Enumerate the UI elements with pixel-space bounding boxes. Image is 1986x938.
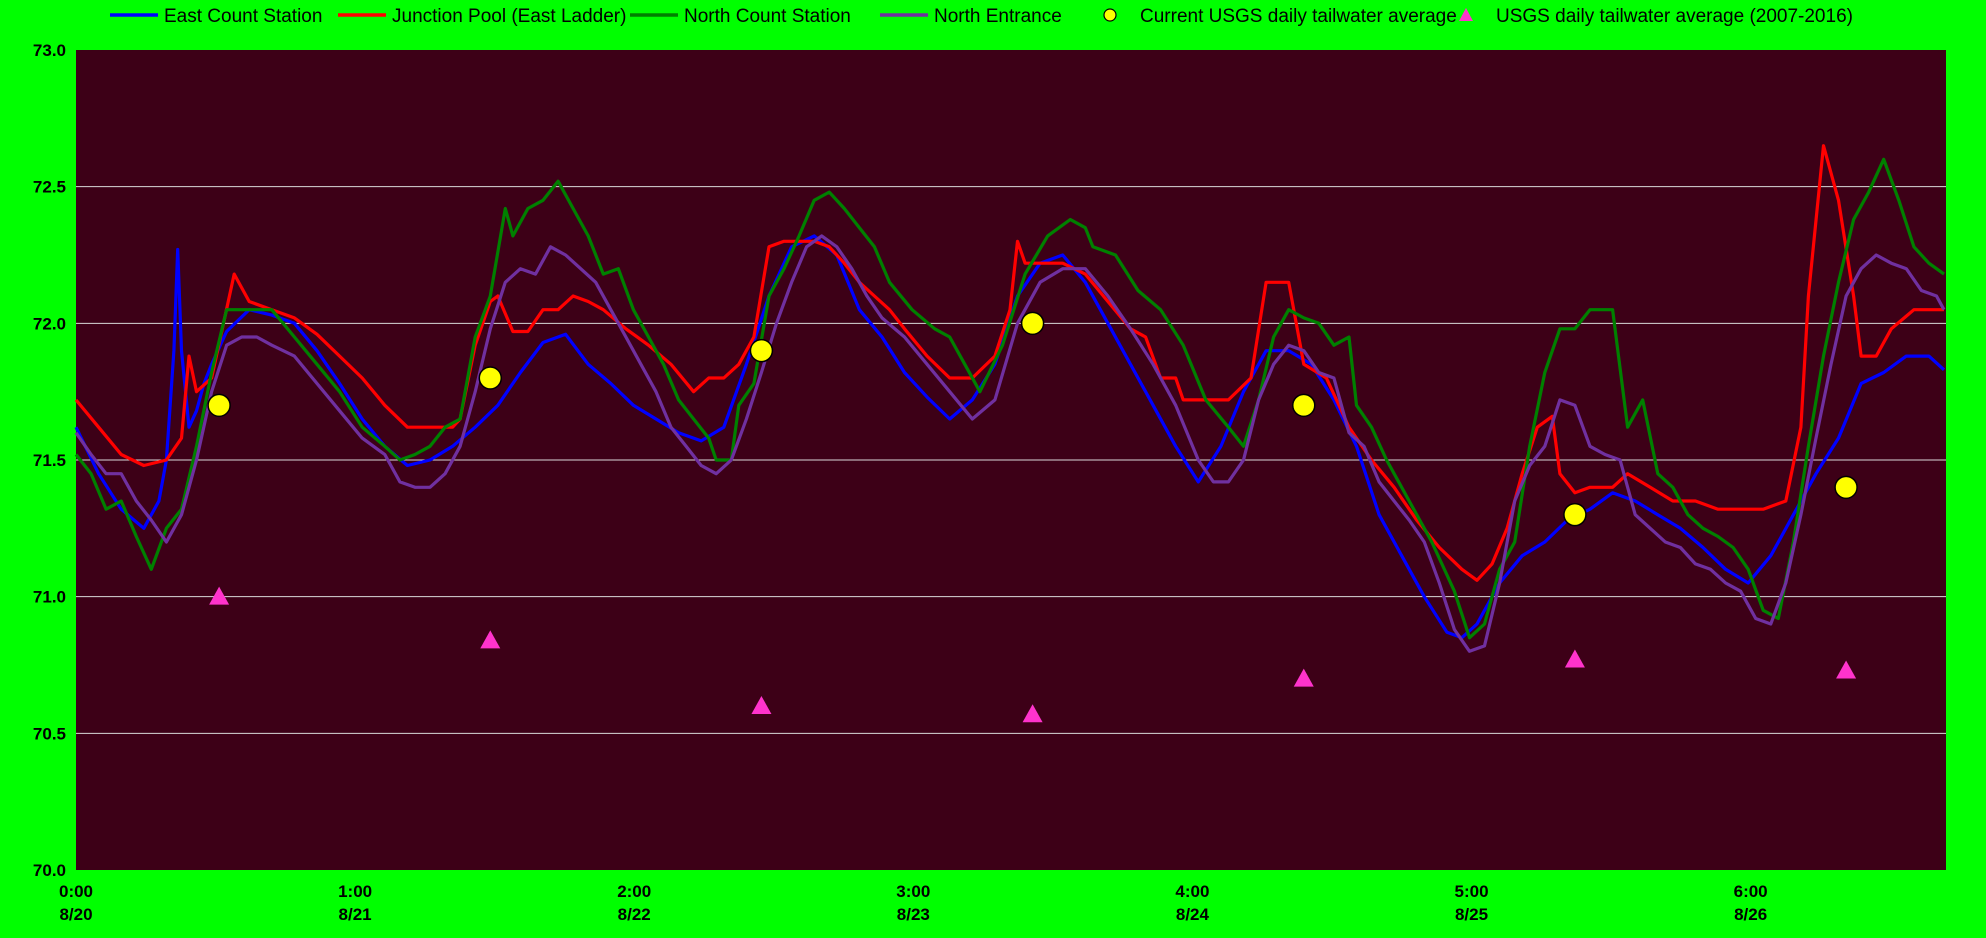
y-tick-label: 71.0 bbox=[33, 588, 66, 607]
point-current-usgs bbox=[1292, 393, 1316, 418]
point-current-usgs bbox=[1020, 311, 1045, 336]
y-tick-label: 72.5 bbox=[33, 178, 66, 197]
point-current-usgs bbox=[1834, 475, 1858, 500]
legend-label: USGS daily tailwater average (2007-2016) bbox=[1496, 6, 1853, 27]
series-line-east-count-station bbox=[74, 234, 1946, 640]
point-usgs-average bbox=[209, 586, 230, 605]
x-tick-date: 8/20 bbox=[59, 905, 92, 924]
point-usgs-average bbox=[1293, 668, 1314, 687]
point-current-usgs bbox=[1563, 502, 1587, 527]
x-tick-date: 8/22 bbox=[618, 905, 651, 924]
point-current-usgs bbox=[749, 338, 774, 363]
x-tick-time: 1:00 bbox=[338, 882, 372, 901]
point-usgs-average bbox=[751, 696, 772, 714]
y-tick-label: 70.5 bbox=[33, 724, 66, 743]
legend-label: North Entrance bbox=[934, 6, 1062, 27]
y-axis: 70.0 70.5 71.0 71.5 72.0 72.5 73.0 bbox=[33, 41, 66, 880]
legend-label: East Count Station bbox=[164, 6, 322, 27]
series-line-north-entrance bbox=[74, 234, 1946, 653]
point-usgs-average bbox=[1564, 649, 1585, 668]
x-axis: 0:00 8/20 1:00 8/21 2:00 8/22 3:00 8/23 4:00 8/24… bbox=[59, 882, 1768, 924]
point-usgs-average bbox=[1836, 660, 1857, 679]
y-tick-label: 70.0 bbox=[33, 861, 66, 880]
legend-swatch bbox=[1103, 8, 1117, 22]
y-tick-label: 73.0 bbox=[33, 41, 66, 60]
legend-label: Junction Pool (East Ladder) bbox=[392, 6, 626, 27]
x-tick-time: 0:00 bbox=[59, 882, 93, 901]
legend-label: North Count Station bbox=[684, 6, 851, 27]
legend: East Count Station Junction Pool (East La… bbox=[110, 6, 1853, 27]
point-usgs-average bbox=[480, 630, 501, 649]
x-tick-time: 5:00 bbox=[1455, 882, 1489, 901]
y-tick-label: 71.5 bbox=[33, 451, 66, 470]
x-tick-time: 3:00 bbox=[896, 882, 930, 901]
x-tick-date: 8/21 bbox=[339, 905, 372, 924]
legend-label: Current USGS daily tailwater average bbox=[1140, 6, 1457, 27]
x-tick-date: 8/24 bbox=[1176, 905, 1210, 924]
x-tick-date: 8/25 bbox=[1455, 905, 1488, 924]
x-tick-date: 8/26 bbox=[1734, 905, 1767, 924]
series-line-north-count-station bbox=[74, 157, 1945, 640]
series-markers bbox=[207, 311, 1858, 723]
y-tick-label: 72.0 bbox=[33, 314, 66, 333]
x-tick-date: 8/23 bbox=[897, 905, 930, 924]
x-tick-time: 2:00 bbox=[617, 882, 651, 901]
x-tick-time: 4:00 bbox=[1175, 882, 1209, 901]
x-tick-time: 6:00 bbox=[1734, 882, 1768, 901]
series-line-junction-pool-east-ladder bbox=[74, 144, 1944, 582]
legend-swatch bbox=[1459, 8, 1473, 21]
point-usgs-average bbox=[1022, 704, 1043, 723]
point-current-usgs bbox=[207, 393, 231, 418]
series-lines bbox=[74, 144, 1946, 653]
point-current-usgs bbox=[478, 366, 503, 390]
